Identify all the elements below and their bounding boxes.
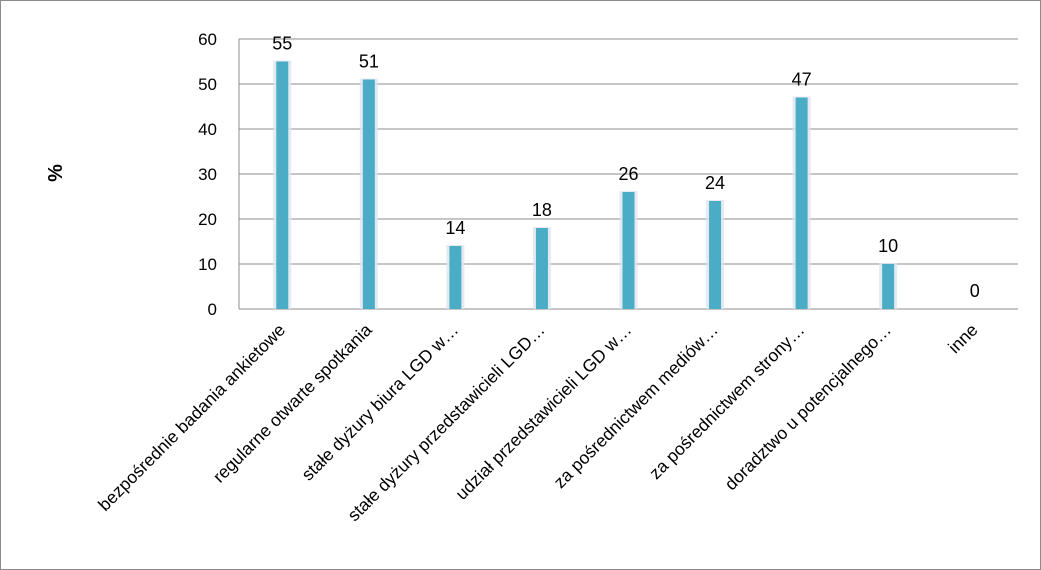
bar [449,246,462,309]
category-label: za pośrednictwem strony… [645,320,808,483]
category-label: udział przedstawicieli LGD w… [451,320,635,504]
category-label: regularne otwarte spotkania [209,320,376,487]
bar [622,192,635,309]
y-tick-label: 0 [208,300,217,319]
bar [709,201,722,309]
data-label: 18 [532,200,552,220]
y-tick-label: 10 [198,255,217,274]
y-tick-label: 60 [198,30,217,49]
data-label: 10 [878,236,898,256]
data-label: 55 [272,34,292,54]
y-tick-label: 40 [198,120,217,139]
data-label: 0 [970,281,980,301]
category-label: doradztwo u potencjalnego… [721,320,895,494]
data-label: 26 [618,164,638,184]
y-tick-label: 50 [198,75,217,94]
y-tick-label: 30 [198,165,217,184]
data-label: 14 [445,218,465,238]
data-label: 51 [359,52,379,72]
y-tick-label: 20 [198,210,217,229]
category-label: inne [944,320,982,358]
category-label: stałe dyżury biura LGD w… [297,320,462,485]
bar [276,61,289,309]
data-label: 24 [705,173,725,193]
bar [795,97,808,309]
category-label: bezpośrednie badania ankietowe [94,320,289,515]
data-label: 47 [792,70,812,90]
y-axis-title: % [45,164,67,182]
bar [362,79,375,309]
category-label: za pośrednictwem mediów… [550,320,722,492]
bar [882,264,895,309]
bar [535,228,548,309]
